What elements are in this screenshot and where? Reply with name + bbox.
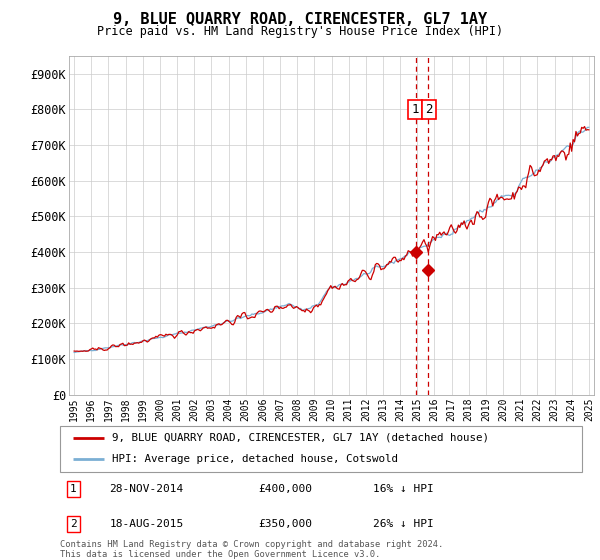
Text: 1: 1: [411, 103, 419, 116]
Text: 28-NOV-2014: 28-NOV-2014: [110, 484, 184, 494]
Text: 16% ↓ HPI: 16% ↓ HPI: [373, 484, 434, 494]
Text: HPI: Average price, detached house, Cotswold: HPI: Average price, detached house, Cots…: [112, 454, 398, 464]
Text: Price paid vs. HM Land Registry's House Price Index (HPI): Price paid vs. HM Land Registry's House …: [97, 25, 503, 38]
Text: 26% ↓ HPI: 26% ↓ HPI: [373, 519, 434, 529]
Text: 9, BLUE QUARRY ROAD, CIRENCESTER, GL7 1AY: 9, BLUE QUARRY ROAD, CIRENCESTER, GL7 1A…: [113, 12, 487, 27]
Text: 2: 2: [425, 103, 433, 116]
Text: 9, BLUE QUARRY ROAD, CIRENCESTER, GL7 1AY (detached house): 9, BLUE QUARRY ROAD, CIRENCESTER, GL7 1A…: [112, 433, 489, 443]
Text: 1: 1: [70, 484, 76, 494]
Text: 18-AUG-2015: 18-AUG-2015: [110, 519, 184, 529]
Text: This data is licensed under the Open Government Licence v3.0.: This data is licensed under the Open Gov…: [60, 550, 380, 559]
Text: £350,000: £350,000: [259, 519, 313, 529]
Text: £400,000: £400,000: [259, 484, 313, 494]
Text: Contains HM Land Registry data © Crown copyright and database right 2024.: Contains HM Land Registry data © Crown c…: [60, 540, 443, 549]
Text: 2: 2: [70, 519, 76, 529]
